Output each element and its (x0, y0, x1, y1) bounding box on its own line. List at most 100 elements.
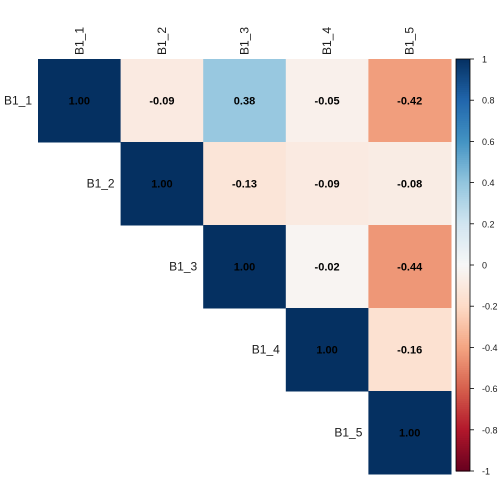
colorbar-segment (456, 335, 470, 338)
colorbar-segment (456, 429, 470, 433)
colorbar-segment (456, 227, 470, 231)
colorbar-segment (456, 149, 470, 153)
colorbar-segment (456, 188, 470, 192)
heatmap-cell-B1_2-B1_3 (203, 142, 287, 226)
colorbar-segment (456, 341, 470, 344)
colorbar-segment (456, 67, 470, 70)
colorbar-segment (456, 374, 470, 377)
colorbar-segment (456, 172, 470, 175)
colorbar-segment (456, 108, 470, 112)
colorbar: -1 -0.8 -0.6 -0.4 -0.2 0 0.2 0.4 0.6 0.8 1 (455, 55, 498, 477)
colorbar-segment (456, 209, 470, 213)
colorbar-segment (456, 164, 470, 167)
colorbar-segment (456, 466, 470, 470)
colorbar-segment (456, 326, 470, 330)
colorbar-segment (456, 211, 470, 215)
colorbar-segment (456, 438, 470, 441)
colorbar-segment (456, 390, 470, 394)
colorbar-segment (456, 417, 470, 421)
colorbar-segment (456, 81, 470, 85)
colorbar-tick-label: 1 (482, 55, 487, 65)
colorbar-segment (456, 330, 470, 334)
colorbar-segment (456, 318, 470, 322)
colorbar-tick-label: -0.2 (482, 302, 498, 312)
cell-value-B1_4-B1_4: 1.00 (316, 345, 337, 357)
colorbar-segment (456, 458, 470, 462)
colorbar-segment (456, 392, 470, 396)
cell-value-B1_1-B1_2: -0.09 (149, 96, 174, 108)
colorbar-tick-label: -1 (482, 467, 490, 477)
colorbar-segment (456, 405, 470, 408)
colorbar-segment (456, 229, 470, 233)
colorbar-segment (456, 419, 470, 423)
colorbar-segment (456, 96, 470, 99)
colorbar-segment (456, 75, 470, 79)
colorbar-segment (456, 370, 470, 373)
colorbar-segment (456, 396, 470, 400)
colorbar-segment (456, 415, 470, 419)
colorbar-segment (456, 359, 470, 363)
colorbar-segment (456, 468, 470, 472)
heatmap-cell-B1_4-B1_4 (285, 308, 369, 392)
colorbar-segment (456, 421, 470, 425)
colorbar-segment (456, 89, 470, 93)
colorbar-segment (456, 190, 470, 194)
colorbar-segment (456, 322, 470, 326)
colorbar-tick-label: -0.4 (482, 343, 498, 353)
colorbar-segment (456, 199, 470, 202)
cell-value-B1_1-B1_4: -0.05 (315, 96, 340, 108)
colorbar-segment (456, 91, 470, 95)
colorbar-segment (456, 83, 470, 87)
colorbar-segment (456, 162, 470, 165)
colorbar-segment (456, 464, 470, 468)
colorbar-segment (456, 413, 470, 416)
colorbar-segment (456, 446, 470, 449)
colorbar-segment (456, 147, 470, 151)
heatmap-cell-B1_4-B1_5 (368, 308, 452, 392)
colorbar-segment (456, 376, 470, 379)
colorbar-tick-label: 0.4 (482, 178, 495, 188)
colorbar-segment (456, 444, 470, 447)
heatmap-cell-B1_3-B1_3 (203, 225, 287, 309)
colorbar-segment (456, 316, 470, 320)
colorbar-segment (456, 186, 470, 190)
colorbar-segment (456, 310, 470, 313)
colorbar-segment (456, 388, 470, 392)
colorbar-segment (456, 155, 470, 159)
colorbar-segment (456, 349, 470, 353)
colorbar-segment (456, 98, 470, 101)
colorbar-segment (456, 100, 470, 103)
heatmap-cells (38, 59, 452, 475)
cell-value-B1_4-B1_5: -0.16 (397, 345, 422, 357)
colorbar-segment (456, 94, 470, 97)
colorbar-segment (456, 380, 470, 384)
colorbar-segment (456, 223, 470, 227)
cell-value-B1_3-B1_4: -0.02 (315, 262, 340, 274)
row-label-B1_2: B1_2 (87, 177, 115, 191)
colorbar-segment (456, 300, 470, 303)
colorbar-segment (456, 440, 470, 443)
colorbar-segment (456, 312, 470, 316)
colorbar-segment (456, 116, 470, 120)
colorbar-segment (456, 85, 470, 89)
colorbar-segment (456, 462, 470, 466)
colorbar-segment (456, 304, 470, 307)
colorbar-segment (456, 180, 470, 184)
colorbar-segment (456, 184, 470, 188)
colorbar-segment (456, 448, 470, 451)
colorbar-segment (456, 306, 470, 309)
heatmap-cell-B1_2-B1_5 (368, 142, 452, 226)
heatmap-cell-B1_3-B1_4 (285, 225, 369, 309)
colorbar-tick-label: -0.8 (482, 425, 498, 435)
colorbar-segment (456, 302, 470, 305)
colorbar-segment (456, 269, 470, 272)
colorbar-segment (456, 71, 470, 75)
colorbar-segment (456, 411, 470, 414)
colorbar-segment (456, 248, 470, 252)
column-labels: B1_1 B1_2 B1_3 B1_4 B1_5 (72, 27, 416, 55)
colorbar-segment (456, 77, 470, 81)
colorbar-segment (456, 182, 470, 186)
colorbar-segment (456, 343, 470, 346)
colorbar-segment (456, 203, 470, 206)
